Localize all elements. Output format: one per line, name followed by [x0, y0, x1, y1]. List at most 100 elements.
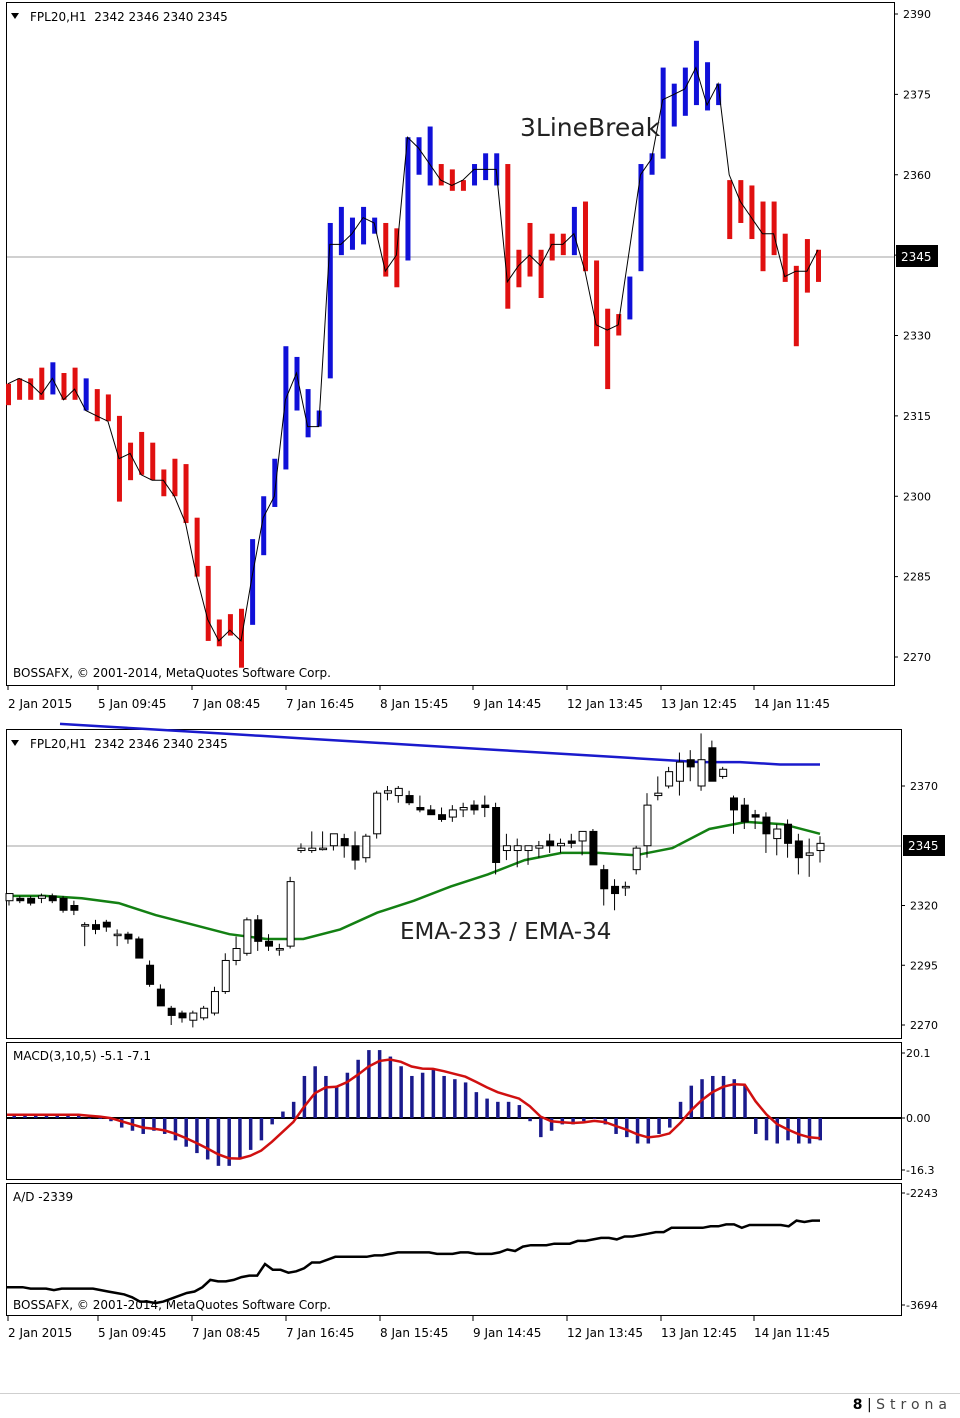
macd-histogram-bar	[721, 1075, 726, 1118]
linebreak-bar	[194, 517, 200, 577]
linebreak-bar	[83, 378, 89, 411]
candle-body	[37, 895, 46, 899]
candle-body	[729, 797, 738, 811]
linebreak-bar	[405, 137, 411, 261]
page-separator: |	[862, 1397, 877, 1413]
linebreak-bar	[527, 222, 533, 277]
macd-histogram-bar	[367, 1050, 371, 1118]
panel3-y-tick-label: 20.1	[906, 1047, 931, 1060]
macd-histogram-bar	[474, 1092, 479, 1118]
candle-body	[329, 833, 338, 847]
candle-body	[470, 804, 479, 811]
candle-body	[383, 790, 392, 794]
linebreak-bar	[39, 367, 45, 400]
panel1-current-price: 2345	[901, 250, 932, 264]
candle-body	[59, 897, 68, 911]
candle-body	[286, 881, 295, 947]
linebreak-bar	[338, 206, 344, 256]
candle-body	[708, 747, 717, 782]
linebreak-bar	[682, 67, 688, 116]
linebreak-bar	[460, 180, 466, 191]
x-bottom-tick-label: 8 Jan 15:45	[380, 1326, 448, 1340]
panel1-y-tick-label: 2360	[903, 169, 931, 182]
panel2-y-tick-label: 2270	[910, 1019, 938, 1032]
macd-histogram	[12, 1050, 822, 1166]
candle-body	[578, 830, 587, 842]
candle-body	[297, 847, 306, 852]
page-number: 8	[852, 1397, 863, 1413]
linebreak-bar	[94, 389, 100, 422]
panel1-collapse-icon[interactable]	[11, 13, 19, 19]
macd-histogram-bar	[485, 1098, 489, 1118]
panel1-price-axis: 2390 2375 2360 2345 2330 2315 2300 2285 2270	[894, 8, 931, 664]
panel4-value-axis: -2243 -3694	[901, 1187, 938, 1312]
page-word: Strona	[876, 1397, 952, 1413]
linebreak-bar	[638, 164, 644, 272]
candle-body	[156, 988, 165, 1007]
macd-histogram-bar	[625, 1118, 629, 1138]
candle-body	[816, 842, 825, 852]
x-top-tick-label: 12 Jan 13:45	[567, 697, 643, 711]
candle-body	[784, 823, 793, 844]
linebreak-bar	[305, 389, 311, 438]
panel-3linebreak: 2390 2375 2360 2345 2330 2315 2300 2285 2270 234…	[6, 2, 938, 686]
panel2-frame	[6, 729, 902, 1039]
macd-histogram-bar	[571, 1118, 575, 1125]
linebreak-bar	[272, 458, 278, 507]
x-top-tick-label: 7 Jan 16:45	[286, 697, 354, 711]
linebreak-bar	[594, 260, 600, 347]
macd-histogram-bar	[55, 1114, 59, 1118]
panel1-y-tick-label: 2270	[903, 651, 931, 664]
candle-body	[438, 814, 447, 820]
macd-histogram-bar	[216, 1118, 221, 1166]
linebreak-bar	[283, 346, 289, 470]
linebreak-bar	[494, 153, 500, 186]
x-top-tick-label: 5 Jan 09:45	[98, 697, 166, 711]
linebreak-bar	[816, 249, 821, 282]
macd-histogram-bar	[388, 1056, 393, 1118]
candle-body	[405, 795, 414, 804]
linebreak-bar	[72, 367, 78, 400]
candle-body	[340, 838, 349, 847]
candle-body	[124, 933, 133, 940]
macd-histogram-bar	[399, 1066, 403, 1118]
macd-histogram-bar	[592, 1118, 597, 1119]
candle-body	[254, 919, 263, 942]
panel1-watermark: BOSSAFX, © 2001-2014, MetaQuotes Softwar…	[13, 666, 331, 680]
candle-body	[805, 852, 814, 856]
page-footer-text: 8 | Strona	[853, 1397, 952, 1413]
macd-histogram-bar	[302, 1075, 307, 1118]
candle-body	[221, 959, 230, 993]
macd-histogram-bar	[646, 1118, 651, 1144]
panel2-collapse-icon[interactable]	[11, 740, 19, 746]
candle-body	[232, 948, 241, 961]
linebreak-bar	[782, 233, 788, 282]
candle-body	[621, 885, 630, 889]
candle-body	[448, 809, 457, 818]
candle-body	[265, 940, 274, 947]
macd-histogram-bar	[506, 1101, 511, 1118]
candle-body	[643, 804, 652, 847]
macd-signal-line	[7, 1058, 821, 1160]
panel-macd: 20.1 0.00 -16.3 MACD(3,10,5) -5.1 -7.1	[6, 1042, 934, 1180]
ad-line	[7, 1219, 820, 1305]
linebreak-bar	[416, 137, 422, 175]
linebreak-bar	[671, 83, 677, 127]
macd-histogram-bar	[23, 1114, 27, 1118]
candle-body	[589, 830, 598, 866]
candle-body	[92, 924, 101, 930]
candle-body	[308, 847, 317, 852]
linebreak-bar	[505, 164, 511, 309]
panel2-current-price-box	[903, 835, 945, 856]
panel1-y-tick-label: 2390	[903, 8, 931, 21]
macd-histogram-bar	[797, 1118, 801, 1144]
candle-body	[546, 840, 555, 847]
panel1-y-tick-label: 2375	[903, 88, 931, 101]
macd-histogram-bar	[66, 1114, 70, 1118]
candle-body	[654, 792, 663, 797]
panel2-price-axis: 2370 2320 2295 2270	[901, 780, 938, 1032]
macd-histogram-bar	[517, 1105, 522, 1118]
panel4-header: A/D -2339	[13, 1190, 73, 1204]
macd-histogram-bar	[732, 1079, 737, 1118]
